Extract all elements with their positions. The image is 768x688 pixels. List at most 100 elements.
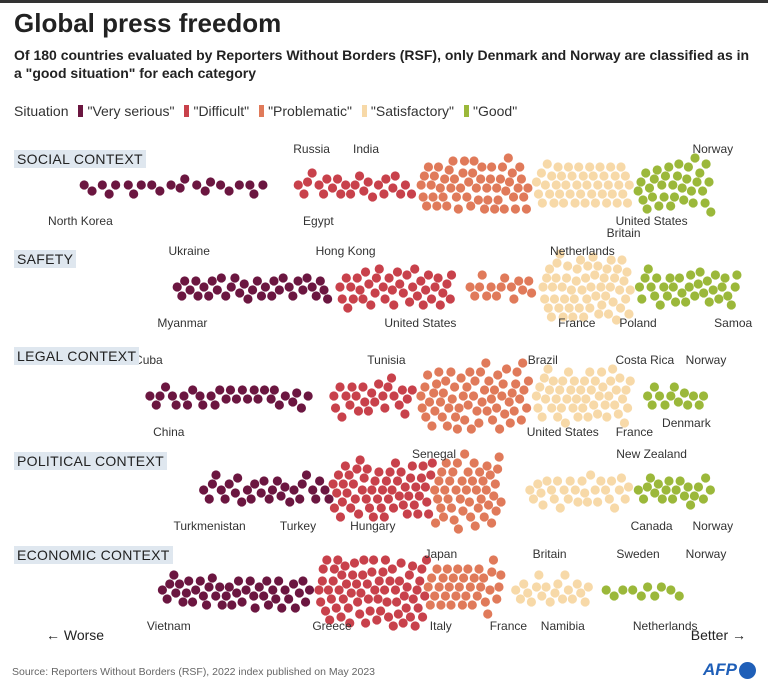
country-dot (378, 567, 388, 577)
country-dot (344, 470, 354, 480)
country-dot (311, 494, 321, 504)
country-dot (600, 485, 611, 495)
country-dot (415, 576, 425, 586)
country-dot (528, 494, 539, 504)
country-dot (625, 376, 635, 386)
country-dot (524, 276, 534, 286)
country-dot (446, 270, 457, 280)
row-title: POLITICAL CONTEXT (14, 452, 167, 470)
country-dot (625, 285, 635, 295)
country-dot (435, 300, 445, 310)
country-dot (288, 291, 298, 301)
country-label: Norway (686, 353, 727, 367)
country-dot (353, 406, 364, 416)
legend-item: "Difficult" (184, 103, 249, 119)
country-dot (563, 261, 573, 271)
country-dot (582, 180, 592, 190)
country-dot (316, 597, 326, 607)
country-dot (372, 615, 382, 625)
country-dot (297, 479, 307, 489)
country-dot (418, 192, 428, 202)
country-dot (572, 264, 582, 274)
country-dot (596, 282, 606, 292)
country-dot (543, 364, 553, 374)
country-dot (350, 180, 360, 190)
country-dot (493, 464, 503, 474)
country-dot (328, 479, 338, 489)
legend: Situation "Very serious" "Difficult" "Prob… (14, 103, 517, 119)
country-dot (336, 189, 346, 199)
country-dot (422, 497, 432, 507)
country-dot (695, 267, 705, 277)
country-dot (602, 264, 612, 274)
country-dot (317, 576, 327, 586)
country-dot (479, 573, 489, 583)
country-dot (230, 273, 240, 283)
country-dot (571, 276, 581, 286)
country-dot (510, 204, 521, 214)
country-dot (701, 473, 711, 483)
country-dot (543, 303, 553, 313)
country-dot (438, 512, 449, 522)
country-dot (370, 476, 380, 486)
country-dot (388, 183, 398, 193)
row-title: LEGAL CONTEXT (14, 347, 140, 365)
country-dot (362, 579, 372, 589)
country-dot (258, 180, 268, 190)
country-dot (661, 485, 671, 495)
country-dot (533, 479, 543, 489)
country-dot (303, 391, 313, 401)
country-dot (482, 461, 492, 471)
country-dot (457, 600, 467, 610)
country-dot (485, 174, 496, 184)
country-dot (129, 189, 139, 199)
country-dot (582, 294, 592, 304)
legend-label: "Satisfactory" (370, 103, 454, 119)
country-label: Russia (293, 142, 330, 156)
country-dot (231, 394, 242, 404)
country-dot (250, 479, 260, 489)
country-dot (371, 273, 382, 283)
country-dot (324, 494, 334, 504)
country-dot (198, 400, 208, 410)
country-dot (644, 183, 655, 193)
country-dot (440, 174, 450, 184)
country-dot (407, 461, 417, 471)
country-dot (674, 591, 684, 601)
country-dot (455, 183, 466, 193)
country-dot (523, 376, 534, 386)
country-dot (477, 162, 487, 172)
country-dot (672, 171, 683, 181)
country-dot (438, 192, 448, 202)
country-dot (623, 482, 634, 492)
country-dot (280, 585, 290, 595)
country-dot (469, 573, 479, 583)
country-dot (341, 579, 352, 589)
country-label: France (490, 619, 528, 633)
country-dot (389, 300, 399, 310)
country-dot (606, 476, 617, 486)
country-dot (470, 291, 480, 301)
country-dot (473, 503, 483, 513)
country-dot (402, 394, 412, 404)
country-dot (207, 573, 217, 583)
country-dot (477, 397, 487, 407)
country-dot (451, 192, 462, 202)
country-dot (560, 570, 570, 580)
country-dot (605, 282, 615, 292)
country-dot (165, 579, 175, 589)
country-label: Brazil (528, 353, 558, 367)
country-dot (660, 400, 670, 410)
country-dot (392, 597, 402, 607)
country-dot (417, 612, 428, 622)
country-dot (393, 609, 403, 619)
country-dot (360, 267, 371, 277)
country-dot (597, 189, 607, 199)
country-dot (416, 276, 426, 286)
country-dot (492, 403, 502, 413)
country-dot (426, 180, 436, 190)
country-dot (167, 391, 178, 401)
country-dot (410, 621, 420, 631)
country-dot (446, 600, 456, 610)
country-dot (259, 591, 269, 601)
